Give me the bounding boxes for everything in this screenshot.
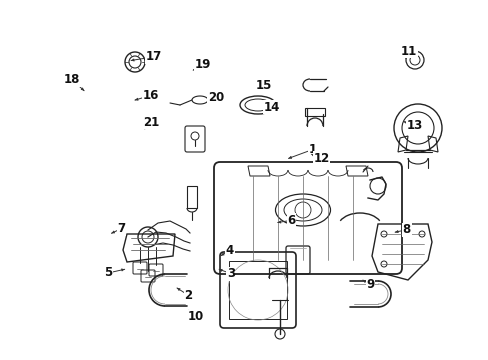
Text: 15: 15: [255, 79, 272, 92]
Text: 10: 10: [187, 310, 203, 323]
Bar: [186, 186, 197, 208]
Text: 11: 11: [400, 45, 416, 58]
Text: 16: 16: [142, 89, 159, 102]
Text: 19: 19: [194, 58, 211, 71]
Text: 12: 12: [313, 152, 329, 165]
Text: 18: 18: [64, 73, 81, 86]
Text: 4: 4: [225, 244, 233, 257]
Text: 8: 8: [402, 223, 410, 236]
Text: 5: 5: [104, 266, 112, 279]
Text: 7: 7: [117, 222, 125, 235]
Text: 21: 21: [143, 116, 160, 129]
Bar: [228, 261, 286, 319]
Text: 6: 6: [287, 214, 295, 227]
Text: 20: 20: [207, 91, 224, 104]
Text: 13: 13: [406, 119, 422, 132]
Text: 17: 17: [145, 50, 162, 63]
Text: 2: 2: [184, 289, 192, 302]
Bar: [305, 108, 325, 116]
Text: 14: 14: [263, 101, 280, 114]
Text: 3: 3: [226, 267, 234, 280]
Text: 9: 9: [366, 278, 374, 291]
Text: 1: 1: [308, 143, 316, 156]
